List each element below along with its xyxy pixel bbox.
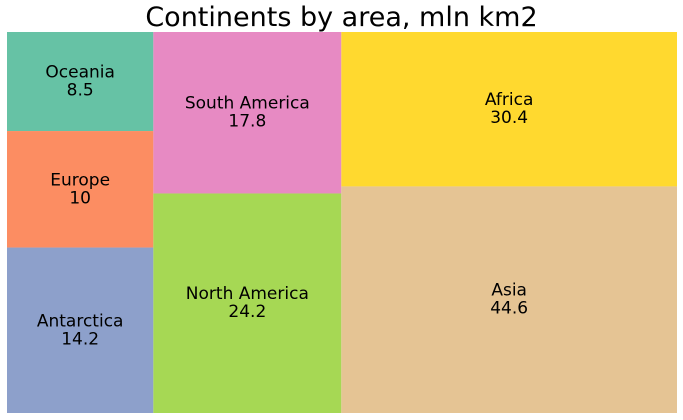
tile-value-africa: 30.4 [490, 108, 528, 128]
tile-oceania [7, 32, 154, 132]
tile-europe [7, 131, 154, 248]
tile-africa [341, 32, 677, 187]
tile-value-europe: 10 [69, 188, 91, 208]
tile-value-antarctica: 14.2 [61, 329, 99, 349]
tile-value-north-america: 24.2 [228, 302, 266, 322]
tile-south-america [153, 32, 342, 194]
tile-antarctica [7, 247, 154, 413]
tile-label-europe: Europe [50, 170, 110, 190]
tile-label-north-america: North America [186, 284, 309, 304]
tile-north-america [153, 193, 342, 413]
tile-label-south-america: South America [185, 94, 310, 114]
tile-value-asia: 44.6 [490, 299, 528, 319]
chart-title: Continents by area, mln km2 [145, 2, 538, 33]
tile-value-oceania: 8.5 [67, 81, 94, 101]
tile-label-oceania: Oceania [45, 63, 115, 83]
tile-asia [341, 186, 677, 413]
tile-label-antarctica: Antarctica [37, 311, 124, 331]
tile-value-south-america: 17.8 [228, 112, 266, 132]
tile-label-asia: Asia [491, 281, 527, 301]
tile-label-africa: Africa [485, 90, 534, 110]
